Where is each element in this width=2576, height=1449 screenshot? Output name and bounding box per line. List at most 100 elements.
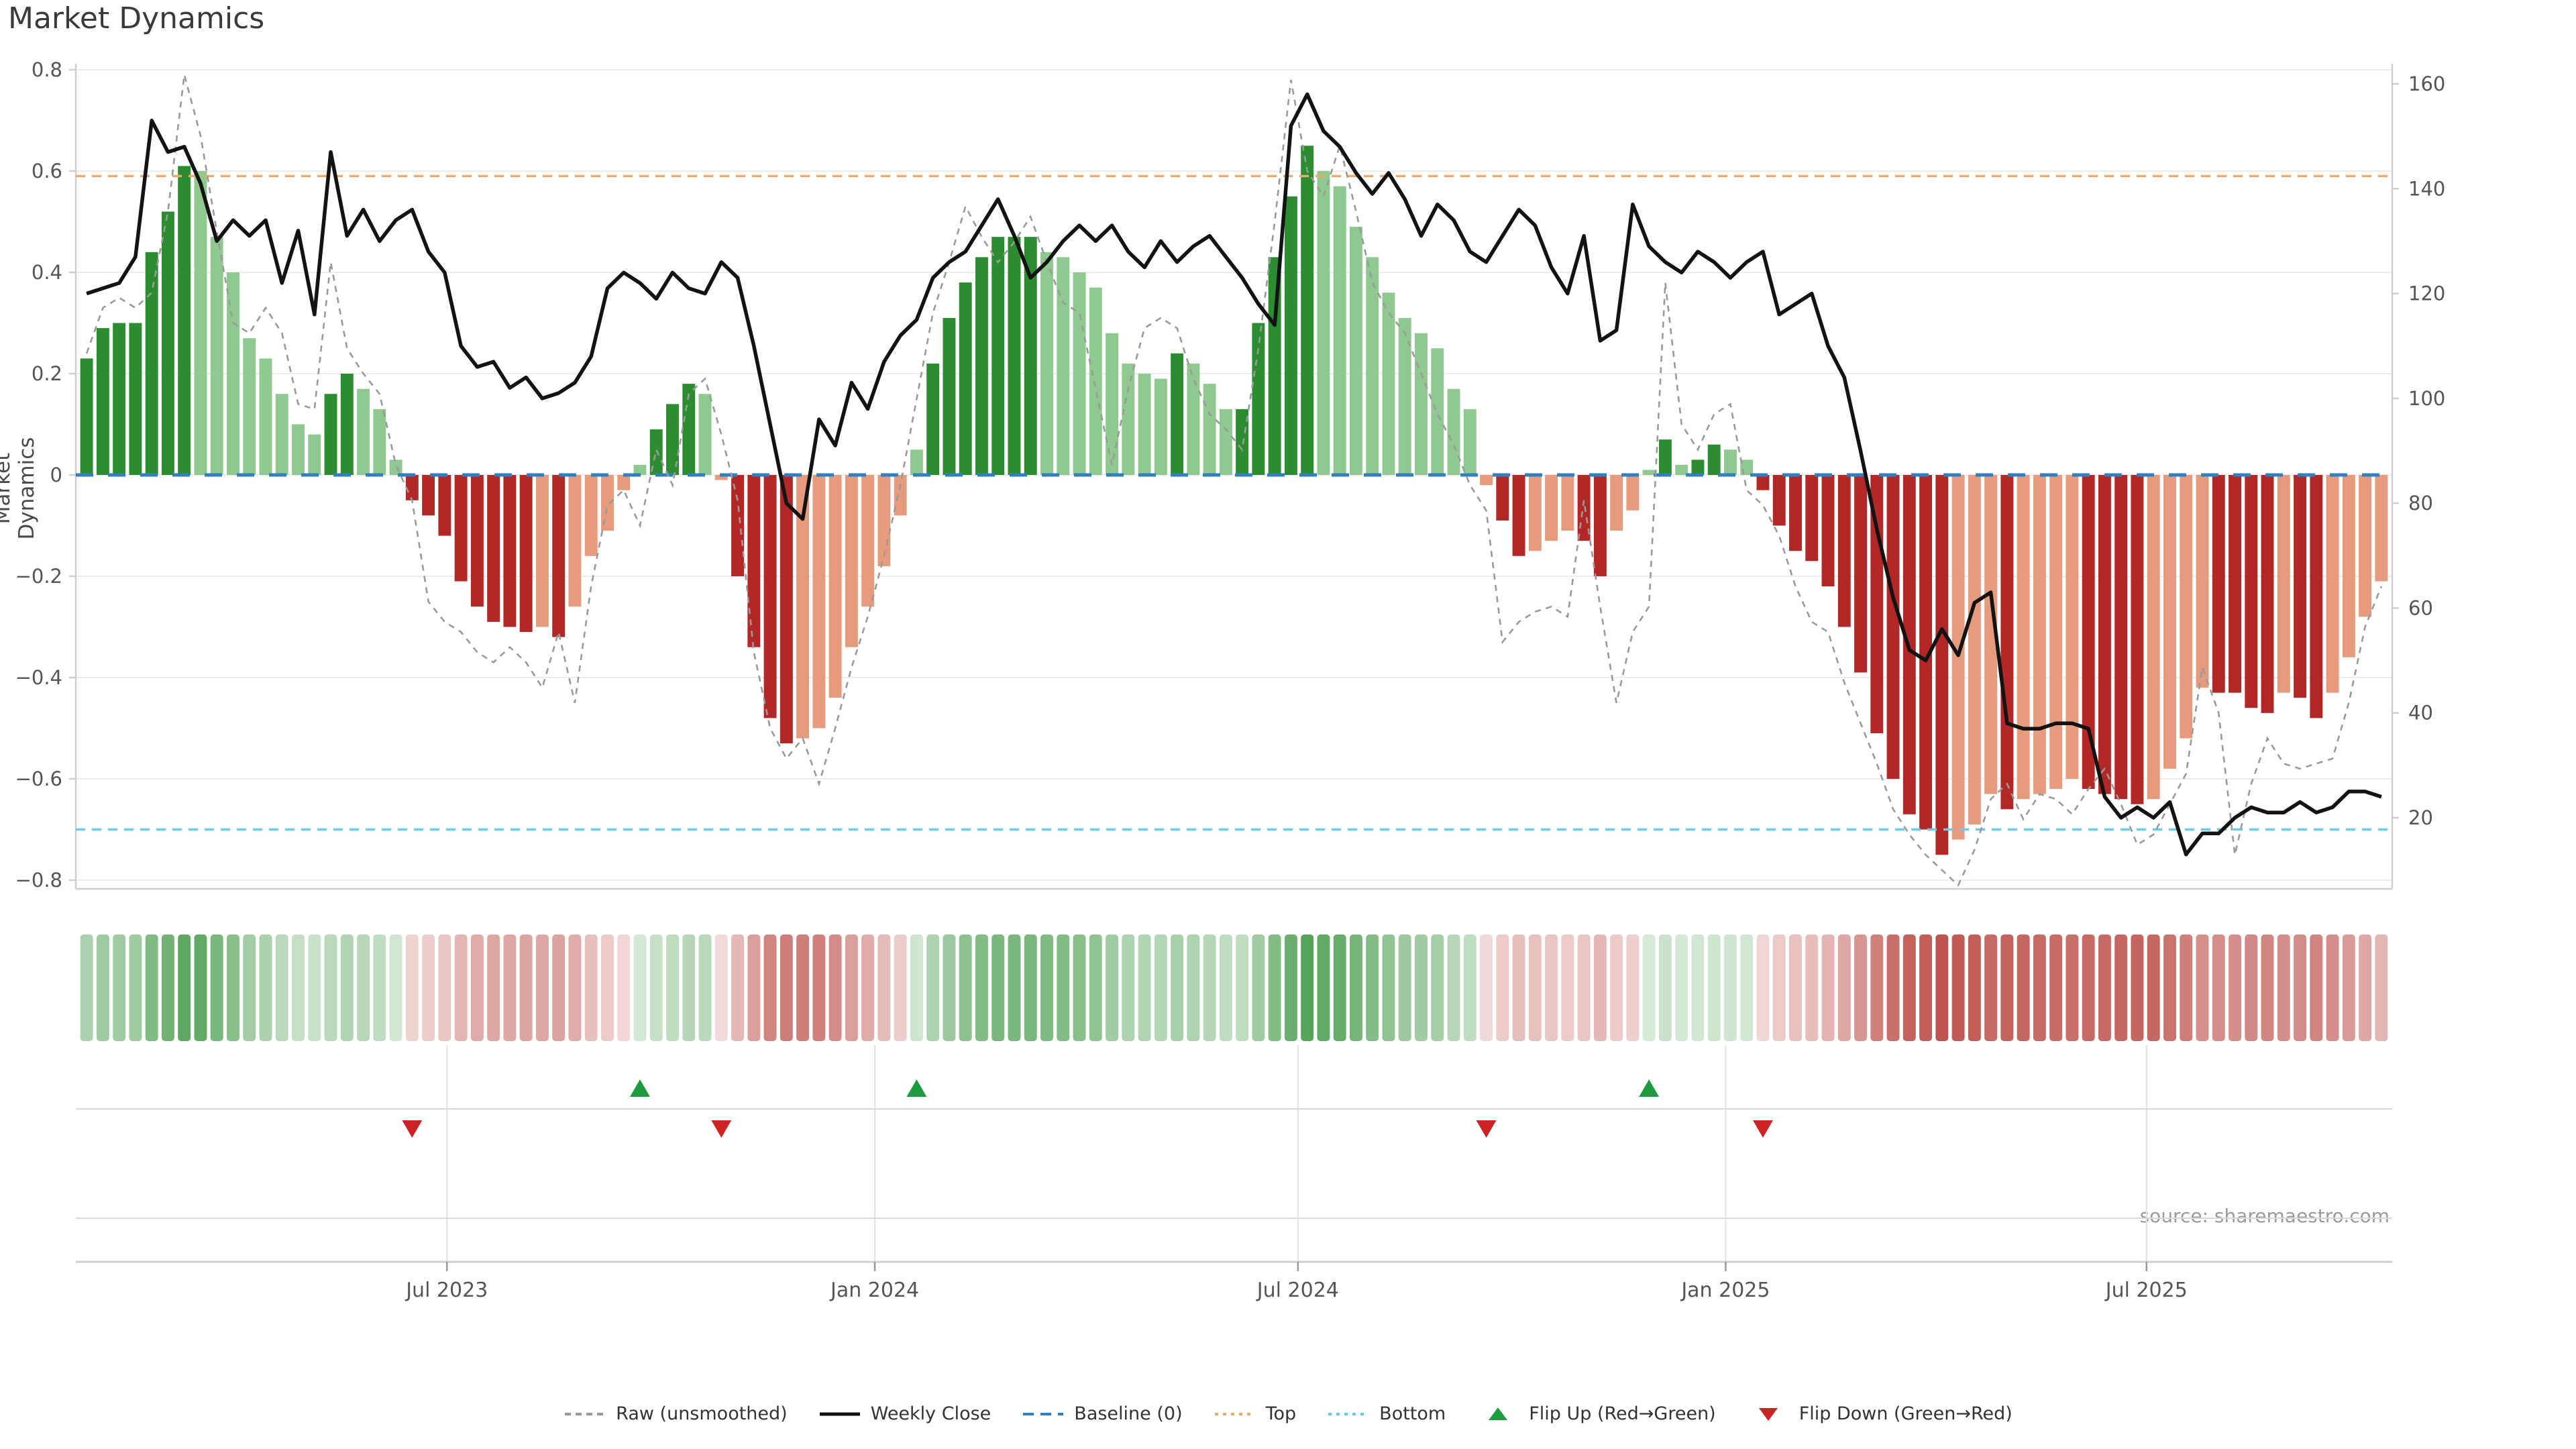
dynamics-bar — [1984, 475, 1998, 794]
y-tick-label: −0.8 — [15, 869, 62, 892]
dynamics-bar — [1122, 363, 1135, 475]
heatmap-cell — [552, 934, 566, 1041]
dynamics-bar — [1480, 475, 1493, 486]
dynamics-bar — [1805, 475, 1819, 561]
dynamics-bar — [1089, 287, 1102, 475]
heatmap-cell — [1349, 934, 1362, 1041]
y-tick-label: 0.2 — [32, 362, 62, 385]
heatmap-cell — [1040, 934, 1053, 1041]
heatmap-cell — [2342, 934, 2355, 1041]
dynamics-bar — [1219, 409, 1232, 475]
dynamics-bar — [1106, 333, 1119, 475]
heatmap-cell — [145, 934, 158, 1041]
dynamics-bar — [1252, 323, 1265, 475]
dynamics-bar — [2082, 475, 2095, 790]
heatmap-cell — [2261, 934, 2274, 1041]
heatmap-cell — [1447, 934, 1460, 1041]
heatmap-cell — [2229, 934, 2241, 1041]
y-tick-label: 160 — [2408, 72, 2445, 95]
dynamics-bar — [2180, 475, 2193, 739]
heatmap-cell — [2326, 934, 2339, 1041]
dynamics-bar — [2131, 475, 2144, 804]
dynamics-bar — [1008, 237, 1021, 475]
heatmap-cell — [1008, 934, 1021, 1041]
dynamics-bar — [1626, 475, 1640, 511]
dynamics-bar — [178, 166, 191, 475]
x-tick-label: Jul 2025 — [2104, 1279, 2188, 1302]
dynamics-bar — [601, 475, 614, 531]
dynamics-bar — [2000, 475, 2014, 810]
y-tick-label: −0.2 — [15, 565, 62, 588]
dynamics-bar — [959, 282, 972, 475]
heatmap-cell — [1171, 934, 1184, 1041]
dynamics-bar — [470, 475, 484, 607]
y-tick-label: −0.6 — [15, 767, 62, 790]
dynamics-bar — [80, 358, 93, 475]
dynamics-bar — [812, 475, 826, 729]
heatmap-cell — [2000, 934, 2014, 1041]
dynamics-bar — [1382, 292, 1395, 475]
dynamics-bar — [1610, 475, 1623, 531]
dynamics-bar — [405, 475, 419, 500]
heatmap-cell — [1284, 934, 1297, 1041]
dynamics-bar — [1691, 460, 1705, 475]
dynamics-bar — [584, 475, 598, 556]
dynamics-bar — [666, 404, 679, 475]
heatmap-cell — [1919, 934, 1933, 1041]
flip-up-marker — [906, 1079, 927, 1097]
heatmap-cell — [1935, 934, 1949, 1041]
dynamics-bar — [1837, 475, 1851, 627]
dashed-line-icon — [565, 1412, 606, 1415]
heatmap-cell — [1577, 934, 1591, 1041]
heatmap-cell — [714, 934, 728, 1041]
heatmap-cell — [1431, 934, 1444, 1041]
dynamics-bar — [1024, 237, 1037, 475]
page-title: Market Dynamics — [8, 1, 265, 36]
dynamics-bar — [1154, 378, 1167, 475]
heatmap-cell — [210, 934, 223, 1041]
dynamics-bar — [1317, 171, 1330, 475]
y-axis-left-ticks: 0.8 0.6 0.4 0.2 0 −0.2 −0.4 −0.6 −0.8 — [15, 58, 76, 892]
heatmap-cell — [1561, 934, 1574, 1041]
heatmap-cell — [1642, 934, 1656, 1041]
heatmap-cell — [1658, 934, 1672, 1041]
heatmap-cell — [178, 934, 191, 1041]
heatmap-cell — [1024, 934, 1037, 1041]
heatmap-cell — [1333, 934, 1346, 1041]
dynamics-bar — [1951, 475, 1965, 840]
dynamics-bar — [910, 449, 923, 475]
dynamics-bar — [503, 475, 517, 627]
heatmap-cell — [373, 934, 386, 1041]
heatmap-cell — [649, 934, 663, 1041]
legend-item: Flip Down (Green→Red) — [1747, 1403, 2012, 1424]
legend-label: Baseline (0) — [1074, 1403, 1183, 1424]
y-tick-label: 0.6 — [32, 160, 62, 182]
heatmap-cell — [1382, 934, 1395, 1041]
dynamics-bar — [129, 323, 142, 475]
heatmap-cell — [2131, 934, 2144, 1041]
dynamics-bar — [210, 237, 223, 475]
dynamics-bar — [2196, 475, 2209, 688]
dynamics-bar — [1349, 227, 1362, 475]
heatmap-cell — [698, 934, 712, 1041]
heatmap-cell — [1610, 934, 1623, 1041]
dynamics-bar — [2261, 475, 2274, 713]
heatmap-cell — [1837, 934, 1851, 1041]
dynamics-bar — [1138, 374, 1151, 475]
heatmap-cell — [763, 934, 777, 1041]
dynamics-bar — [828, 475, 842, 698]
dynamics-bar — [324, 394, 337, 475]
heatmap-cell — [1805, 934, 1819, 1041]
legend-label: Flip Down (Green→Red) — [1799, 1403, 2012, 1424]
heatmap-cell — [1821, 934, 1835, 1041]
dynamics-bar — [747, 475, 761, 647]
heatmap-cell — [1691, 934, 1705, 1041]
y-tick-label: −0.4 — [15, 666, 62, 689]
heatmap-cell — [845, 934, 858, 1041]
heatmap-cell — [2245, 934, 2258, 1041]
heatmap-cell — [2033, 934, 2046, 1041]
dynamics-bar — [438, 475, 451, 536]
legend-item: Raw (unsmoothed) — [564, 1403, 788, 1424]
dynamics-bar — [1366, 257, 1379, 475]
heatmap-cell — [1789, 934, 1802, 1041]
